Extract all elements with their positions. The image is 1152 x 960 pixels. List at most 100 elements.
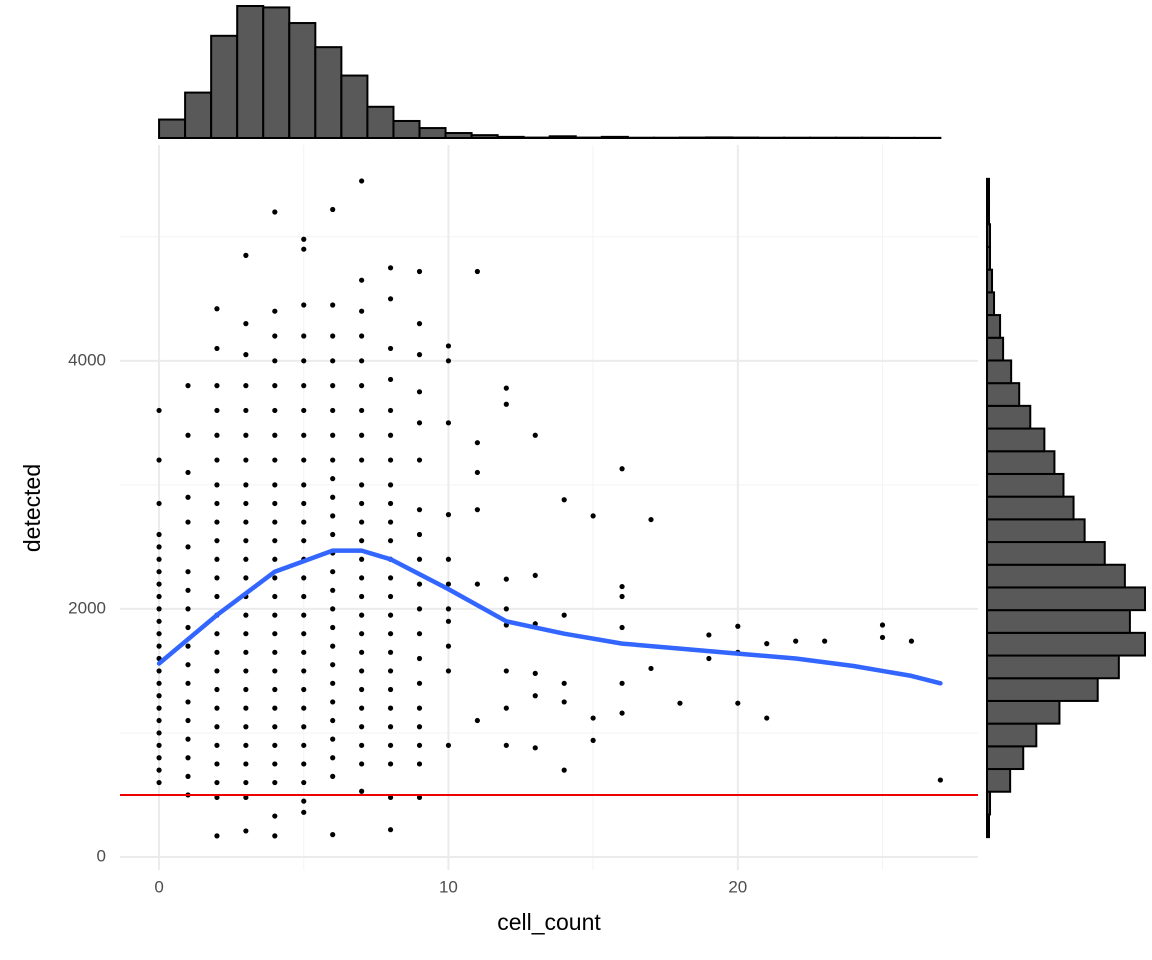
point bbox=[243, 252, 249, 258]
point bbox=[561, 699, 567, 705]
point bbox=[359, 575, 365, 581]
point bbox=[214, 538, 220, 544]
point bbox=[301, 236, 307, 242]
point bbox=[532, 693, 538, 699]
point bbox=[359, 383, 365, 389]
point bbox=[503, 705, 509, 711]
point bbox=[387, 631, 394, 637]
right-hist-bar bbox=[986, 472, 1065, 498]
right-hist-bar bbox=[986, 563, 1126, 589]
right-hist-bar bbox=[986, 495, 1075, 521]
point bbox=[503, 742, 509, 748]
top-hist-bar bbox=[366, 105, 395, 139]
point bbox=[445, 556, 452, 562]
point bbox=[272, 308, 278, 314]
point bbox=[793, 638, 799, 644]
point bbox=[677, 700, 683, 706]
point bbox=[445, 581, 452, 587]
point bbox=[301, 538, 307, 544]
point bbox=[416, 794, 423, 801]
point bbox=[764, 715, 770, 721]
point bbox=[359, 761, 365, 767]
point bbox=[272, 500, 278, 507]
point bbox=[214, 649, 220, 655]
point bbox=[156, 730, 162, 736]
point bbox=[503, 576, 509, 582]
right-hist-bar bbox=[986, 268, 994, 294]
point bbox=[214, 593, 220, 600]
point bbox=[185, 699, 191, 705]
point bbox=[359, 612, 365, 618]
top-hist-bar bbox=[210, 34, 239, 139]
right-hist-bar bbox=[986, 518, 1086, 544]
point bbox=[416, 507, 423, 513]
point bbox=[387, 432, 394, 438]
point bbox=[735, 700, 741, 706]
top-hist-bar bbox=[548, 135, 577, 139]
point bbox=[272, 575, 278, 581]
point bbox=[272, 538, 278, 544]
point bbox=[301, 742, 307, 748]
point bbox=[387, 296, 394, 302]
point bbox=[416, 420, 423, 426]
point bbox=[937, 777, 943, 783]
point bbox=[243, 432, 249, 438]
point bbox=[387, 457, 394, 463]
point bbox=[243, 649, 249, 655]
point bbox=[301, 482, 307, 488]
point bbox=[359, 308, 365, 314]
point bbox=[301, 575, 307, 581]
point bbox=[330, 569, 336, 575]
y-tick-label: 0 bbox=[97, 846, 106, 865]
point bbox=[387, 705, 394, 711]
point bbox=[359, 457, 365, 463]
point bbox=[243, 828, 249, 834]
point bbox=[879, 622, 886, 628]
point bbox=[156, 593, 162, 600]
point bbox=[301, 302, 307, 308]
point bbox=[272, 686, 278, 693]
point bbox=[185, 680, 191, 686]
point bbox=[185, 662, 191, 668]
right-hist-bar bbox=[986, 813, 991, 839]
point bbox=[503, 668, 509, 674]
point bbox=[330, 513, 336, 519]
point bbox=[359, 519, 365, 525]
right-hist-bar bbox=[986, 745, 1025, 771]
point bbox=[359, 407, 365, 414]
point bbox=[619, 593, 625, 600]
point bbox=[156, 767, 162, 773]
point bbox=[330, 662, 336, 668]
point bbox=[648, 516, 654, 523]
point bbox=[301, 809, 307, 815]
point bbox=[301, 612, 307, 618]
point bbox=[416, 321, 423, 327]
point bbox=[387, 761, 394, 767]
point bbox=[243, 519, 249, 525]
top-hist-bar bbox=[184, 91, 213, 139]
point bbox=[330, 680, 336, 686]
y-tick-label: 2000 bbox=[68, 598, 106, 617]
point bbox=[185, 383, 191, 389]
point bbox=[214, 742, 220, 748]
point bbox=[156, 631, 162, 637]
point bbox=[474, 268, 480, 275]
top-hist-bar bbox=[158, 118, 187, 139]
point bbox=[387, 482, 394, 488]
point bbox=[590, 715, 596, 721]
point bbox=[359, 358, 365, 364]
x-tick-label: 20 bbox=[728, 877, 747, 896]
point bbox=[416, 761, 423, 767]
point bbox=[359, 742, 365, 748]
point bbox=[214, 833, 220, 839]
point bbox=[214, 761, 220, 767]
point bbox=[330, 531, 336, 538]
top-hist-bar bbox=[444, 132, 473, 139]
point bbox=[185, 643, 191, 649]
point bbox=[359, 538, 365, 544]
right-hist-bar bbox=[986, 631, 1146, 657]
right-hist-bar bbox=[986, 177, 991, 203]
point bbox=[387, 500, 394, 507]
point bbox=[330, 302, 336, 308]
point bbox=[416, 389, 423, 395]
